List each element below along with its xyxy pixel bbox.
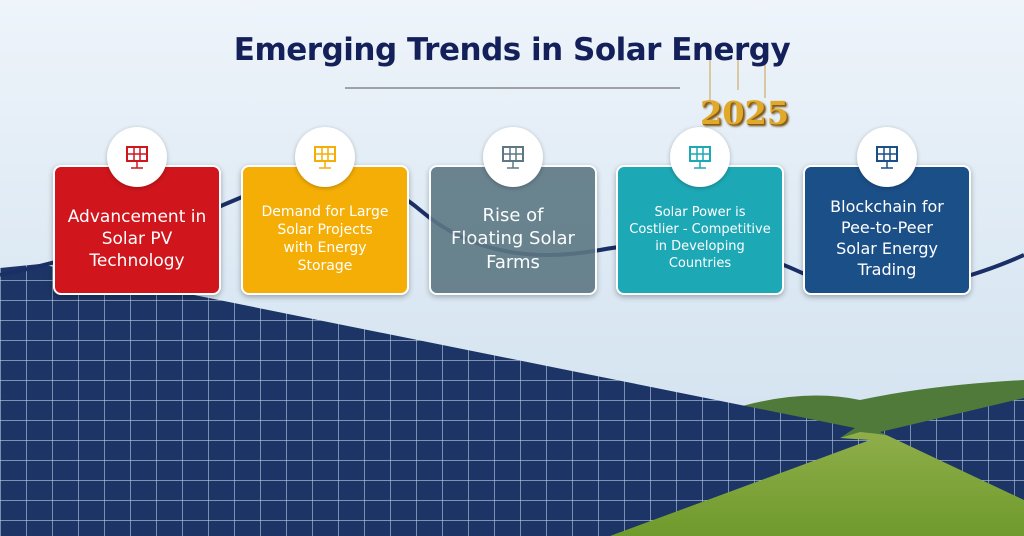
card-icon [670,127,730,187]
card-icon [295,127,355,187]
icon-glyph [502,146,524,169]
card-text: Solar Power is [654,205,746,221]
card-text: Floating Solar [451,228,575,250]
card-icon [107,127,167,187]
card-text: with Energy [283,240,367,256]
card-text: Pee-to-Peer [840,218,933,238]
card-text: Trading [857,259,917,279]
icon-glyph [314,146,336,169]
year-badge: 2025 [700,94,790,132]
card-text: Technology [89,251,185,272]
card-text: Costlier - Competitive [629,222,771,238]
card-icon [857,127,917,187]
icon-glyph [876,146,898,169]
card-text: Countries [668,255,732,271]
card-text: Advancement in [67,206,207,227]
title: Emerging Trends in Solar Energy [233,32,791,68]
card-text: Solar Projects [277,221,373,238]
card-text: Demand for Large [261,203,389,220]
card-text: in Developing [655,239,745,254]
card-text: Solar Energy [836,239,938,258]
icon-glyph [689,146,711,169]
icon-glyph [126,146,148,169]
card-text: Farms [486,251,540,273]
card-icon [483,127,543,187]
card-text: Blockchain for [830,197,944,217]
card-text: Storage [297,258,353,275]
card-text: Solar PV [101,228,173,249]
card-text: Rise of [482,204,544,226]
